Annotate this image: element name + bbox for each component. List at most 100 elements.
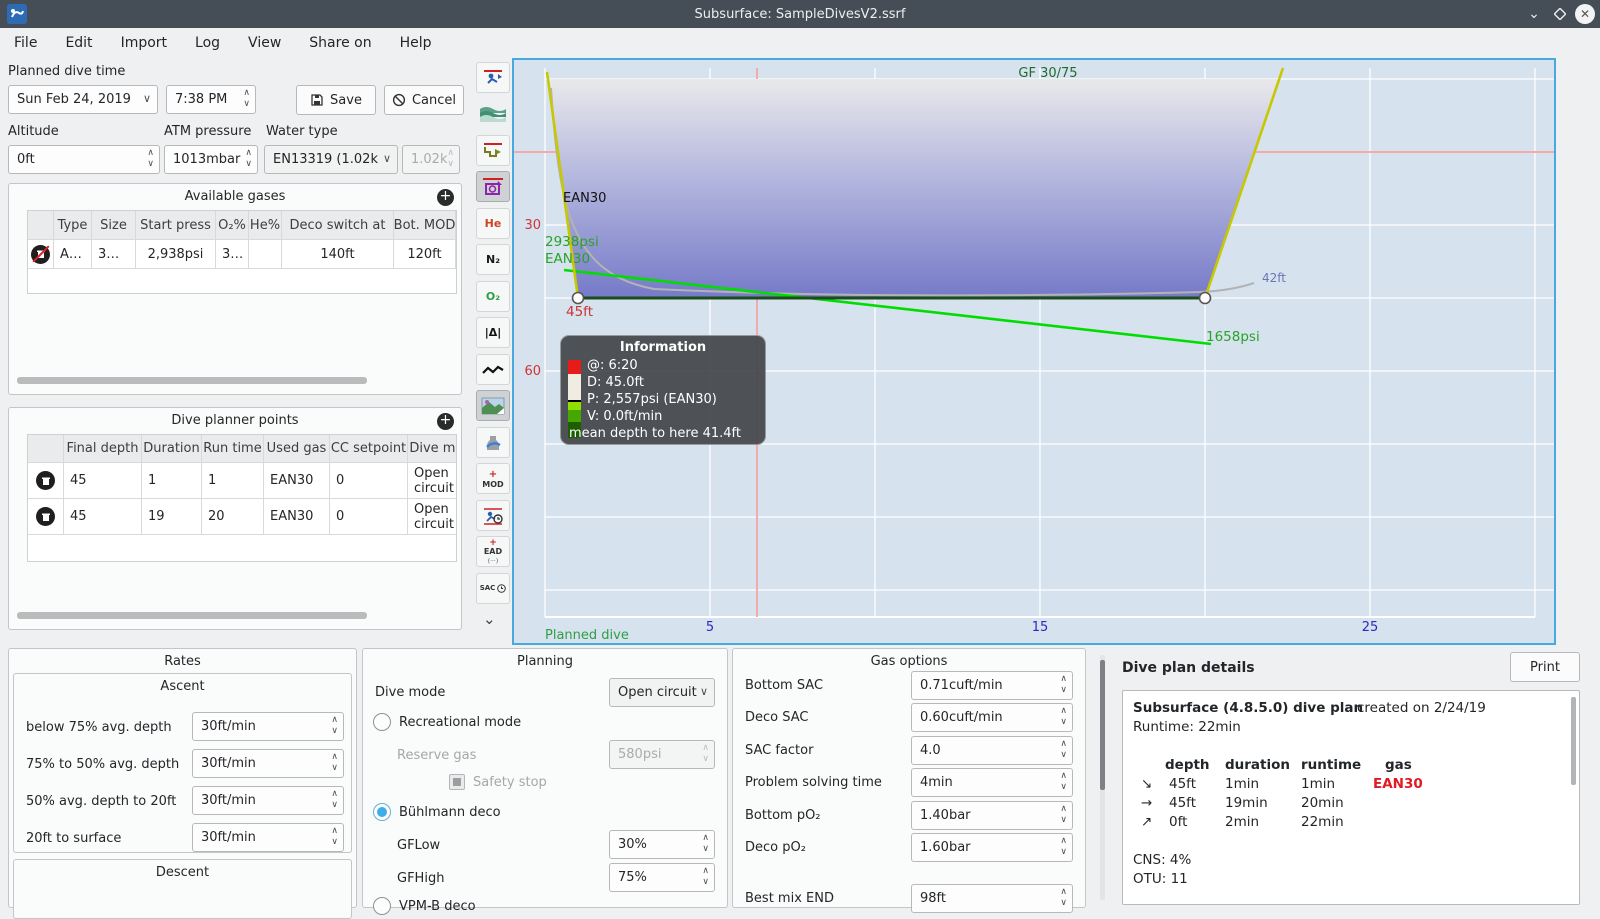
ceiling-increments-button[interactable] [476,135,510,166]
information-tooltip: Information @: 6:20 D: 45.0ft P: 2,557ps… [560,335,766,445]
problem-time-spinbox[interactable]: 4min ∧ ∨ [911,768,1073,797]
photos-toggle-button[interactable] [476,390,510,421]
add-point-button[interactable]: + [437,413,454,430]
date-combobox[interactable]: Sun Feb 24, 2019 ∨ [8,85,158,114]
col-he[interactable]: He% [249,211,282,240]
delete-gas-icon[interactable] [31,244,50,264]
col-type[interactable]: Type [54,211,92,240]
bottom-sac-spinbox[interactable]: 0.71cuft/min ∧ ∨ [911,671,1073,700]
gfhigh-spinbox[interactable]: 75% ∧ ∨ [609,863,715,892]
rate-spinbox[interactable]: 30ft/min ∧ ∨ [192,823,344,852]
pp-n2-toggle-button[interactable]: N₂ [476,244,510,275]
gas-o2[interactable]: 3… [216,240,249,269]
rate-spinbox[interactable]: 30ft/min ∧ ∨ [192,712,344,741]
scrollbar-handle[interactable] [1100,660,1105,790]
descent-line [545,71,580,299]
atm-pressure-label: ATM pressure [164,124,252,139]
sac-factor-spinbox[interactable]: 4.0 ∧ ∨ [911,736,1073,765]
descent-gas-label: EAN30 [563,191,606,206]
problem-time-label: Problem solving time [745,775,882,790]
pp-he-toggle-button[interactable]: He [476,208,510,239]
col-used-gas[interactable]: Used gas [264,435,330,463]
col-duration[interactable]: Duration [142,435,202,463]
gas-start-press[interactable]: 2,938psi [136,240,216,269]
altitude-spinbox[interactable]: 0ft ∧ ∨ [8,145,160,174]
delete-point-icon[interactable] [36,471,55,490]
planner-point-row[interactable]: 45 19 20 EAN30 0 Open circuit [28,499,456,535]
points-hscrollbar[interactable] [17,612,367,619]
depth-area [548,79,1278,298]
deco-sac-spinbox[interactable]: 0.60cuft/min ∧ ∨ [911,703,1073,732]
ead-toggle-button[interactable]: + EAD (···) [476,536,510,567]
gas-row[interactable]: A… 3… 2,938psi 3… 140ft 120ft 98ft [28,240,456,269]
planner-point-row[interactable]: 45 1 1 EAN30 0 Open circuit [28,463,456,499]
dc-ceiling-toggle-button[interactable] [476,62,510,93]
tank-bar-toggle-button[interactable] [476,427,510,458]
deco-po2-spinbox[interactable]: 1.60bar ∧ ∨ [911,833,1073,862]
rate-spinbox[interactable]: 30ft/min ∧ ∨ [192,749,344,778]
dive-mode-combobox[interactable]: Open circuit ∨ [609,678,715,707]
gas-bot-mod[interactable]: 120ft [394,240,456,269]
spinner-arrows-icon: ∧ ∨ [1060,771,1067,792]
minimize-button[interactable]: ⌄ [1528,6,1540,22]
gas-he[interactable] [249,240,282,269]
col-run-time[interactable]: Run time [202,435,264,463]
toolbar-scroll-down-chevron[interactable]: ⌄ [483,610,496,628]
col-final-depth[interactable]: Final depth [64,435,142,463]
water-type-combobox[interactable]: EN13319 (1.02k ∨ [264,145,398,174]
add-gas-button[interactable]: + [437,189,454,206]
atm-pressure-spinbox[interactable]: 1013mbar ∧ ∨ [164,145,258,174]
bottom-pane-scrollbar[interactable] [1100,655,1105,900]
gas-size[interactable]: 3… [92,240,136,269]
waypoint-handle[interactable] [1198,291,1212,305]
delete-point-icon[interactable] [36,507,55,526]
col-dive-mode[interactable]: Dive mode [408,435,456,463]
menu-file[interactable]: File [14,34,38,51]
sac-toggle-button[interactable]: SAC [476,573,510,604]
calculated-ceiling-button[interactable] [476,98,510,129]
details-scrollbar[interactable] [1571,697,1576,785]
dive-profile-chart[interactable]: GF 30/75 EAN30 2938psi EAN30 45ft 42ft 1… [512,58,1556,645]
buhlmann-deco-radio[interactable] [373,803,391,821]
recreational-mode-radio[interactable] [373,713,391,731]
gas-mnd[interactable]: 98ft [456,240,457,269]
spinner-arrows-icon: ∧ ∨ [702,743,709,764]
col-bot-mod[interactable]: Bot. MOD [394,211,456,240]
spinner-arrows-icon: ∧ ∨ [1060,836,1067,857]
col-size[interactable]: Size [92,211,136,240]
maximize-button[interactable] [1549,3,1571,25]
col-start-press[interactable]: Start press [136,211,216,240]
sac-icon: SAC [479,584,496,592]
ruler-toggle-button[interactable]: |Δ| [476,317,510,348]
save-button[interactable]: Save [296,85,376,115]
ndl-toggle-button[interactable] [476,500,510,531]
gas-type[interactable]: A… [54,240,92,269]
mod-toggle-button[interactable]: + MOD [476,463,510,494]
menu-help[interactable]: Help [399,34,432,51]
menu-share-on[interactable]: Share on [309,34,372,51]
col-deco-switch[interactable]: Deco switch at [282,211,394,240]
menu-edit[interactable]: Edit [65,34,93,51]
col-o2[interactable]: O₂% [216,211,249,240]
time-spinbox[interactable]: 7:38 PM ∧ ∨ [166,85,256,114]
col-mnd[interactable]: MND [456,211,457,240]
gases-hscrollbar[interactable] [17,377,367,384]
bottom-po2-spinbox[interactable]: 1.40bar ∧ ∨ [911,801,1073,830]
best-mix-end-spinbox[interactable]: 98ft ∧ ∨ [911,884,1073,913]
waypoint-handle[interactable] [571,291,585,305]
gas-deco-switch[interactable]: 140ft [282,240,394,269]
close-button[interactable]: ✕ [1574,3,1596,25]
chevron-down-icon: ∨ [142,92,151,105]
setpoint-toggle-button[interactable] [476,171,510,202]
menu-view[interactable]: View [248,34,282,51]
col-cc-setpoint[interactable]: CC setpoint [330,435,408,463]
rate-spinbox[interactable]: 30ft/min ∧ ∨ [192,786,344,815]
menu-import[interactable]: Import [120,34,168,51]
pp-o2-toggle-button[interactable]: O₂ [476,281,510,312]
cancel-button[interactable]: Cancel [384,85,464,115]
planned-dive-time-label: Planned dive time [8,64,126,79]
gflow-spinbox[interactable]: 30% ∧ ∨ [609,830,715,859]
menu-log[interactable]: Log [195,34,221,51]
heartrate-toggle-button[interactable] [476,354,510,385]
print-button[interactable]: Print [1510,652,1580,682]
